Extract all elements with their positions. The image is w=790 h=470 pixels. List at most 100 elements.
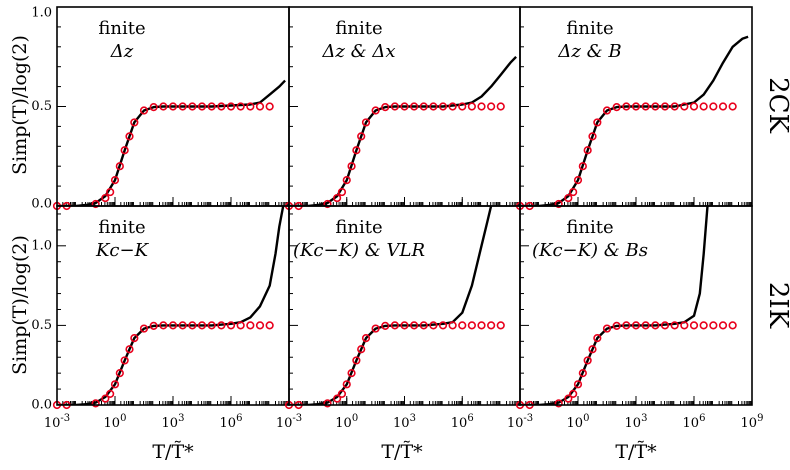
data-point-reference: [197, 102, 207, 111]
data-point-reference: [410, 102, 419, 111]
data-point-reference: [226, 321, 236, 330]
data-point-reference: [564, 394, 573, 403]
panel-annotation-line-2: Δz & Δx: [321, 41, 395, 62]
data-point-reference: [448, 102, 457, 111]
data-point-reference: [265, 321, 274, 330]
data-point-reference: [660, 102, 670, 111]
data-point-reference: [689, 102, 699, 111]
data-point-reference: [361, 334, 371, 343]
data-point-reference: [91, 199, 100, 209]
x-tick-label: 10-3: [507, 413, 533, 431]
data-point-reference: [188, 321, 197, 330]
data-point-reference: [487, 321, 496, 330]
data-point-reference: [588, 345, 597, 354]
ylabel-bottom: Simp(T)/log(2): [9, 235, 31, 375]
panel-annotation-line-1: finite: [335, 18, 382, 39]
data-point-reference: [670, 102, 679, 111]
data-point-reference: [139, 106, 149, 115]
data-point-reference: [602, 106, 612, 115]
data-point-reference: [602, 324, 612, 333]
data-point-reference: [323, 399, 332, 408]
data-point-reference: [660, 321, 670, 330]
panel-annotation-line-1: finite: [98, 18, 145, 39]
data-point-reference: [588, 132, 597, 141]
data-point-reference: [347, 369, 356, 378]
data-point-reference: [381, 321, 390, 330]
data-point-reference: [573, 176, 583, 185]
panel-frame: [519, 205, 753, 406]
data-point-reference: [168, 102, 178, 111]
data-point-reference: [106, 187, 115, 197]
x-tick-label: 103: [162, 413, 185, 431]
xlabel-col-3: T/T̃*: [615, 441, 657, 463]
panel-annotation-line-2: Δz & B: [557, 41, 621, 62]
data-point-reference: [323, 199, 332, 209]
data-point-reference: [130, 334, 139, 343]
data-point-reference: [361, 118, 371, 127]
data-point-reference: [410, 321, 419, 330]
data-point-reference: [101, 193, 110, 203]
data-point-reference: [159, 102, 168, 111]
data-point-reference: [390, 321, 399, 330]
data-point-reference: [718, 102, 728, 111]
data-point-reference: [429, 321, 438, 330]
data-point-reference: [381, 102, 390, 112]
data-point-reference: [357, 132, 366, 141]
data-point-reference: [699, 321, 708, 330]
data-point-reference: [149, 321, 158, 330]
data-point-reference: [651, 321, 660, 330]
data-point-reference: [438, 102, 448, 111]
ylabel-top: Simp(T)/log(2): [9, 35, 31, 175]
data-point-reference: [419, 321, 428, 330]
data-point-reference: [337, 187, 347, 197]
data-point-reference: [265, 102, 274, 111]
data-point-reference: [438, 321, 448, 330]
data-point-reference: [207, 102, 216, 111]
data-point-reference: [670, 321, 679, 330]
x-tick-label: 109: [741, 413, 764, 431]
panel-2ik-2: finite(Kc−K) & VLR 10-3 100 103 106: [276, 205, 521, 431]
data-point-reference: [680, 102, 689, 111]
data-point-reference: [458, 321, 467, 330]
data-point-reference: [352, 356, 361, 365]
y-tick-label: 0.5: [31, 318, 52, 333]
axis-labels-group: Simp(T)/log(2) Simp(T)/log(2) T/T̃* T/T̃…: [9, 35, 790, 463]
series-line-full-model: [57, 206, 285, 405]
data-point-reference: [699, 102, 708, 111]
data-point-reference: [347, 162, 356, 171]
series-line-full-model: [57, 79, 286, 206]
data-point-reference: [342, 380, 351, 389]
panel-frame: [56, 205, 290, 406]
data-point-reference: [564, 193, 573, 203]
data-point-reference: [246, 321, 255, 330]
xlabel-col-2: T/T̃*: [381, 441, 423, 463]
data-point-reference: [333, 193, 342, 203]
data-point-reference: [689, 321, 699, 330]
data-point-reference: [255, 321, 265, 330]
data-point-reference: [467, 102, 476, 111]
panel-annotation-line-2: (Kc−K) & VLR: [293, 240, 425, 261]
data-point-reference: [236, 321, 245, 330]
data-point-reference: [573, 380, 583, 389]
panel-annotation-line-1: finite: [566, 217, 613, 238]
x-tick-label: 10-3: [276, 413, 302, 431]
xlabel-col-1: T/T̃*: [152, 441, 194, 463]
x-tick-label: 103: [393, 413, 416, 431]
data-point-reference: [110, 380, 120, 389]
data-point-reference: [554, 199, 563, 209]
x-tick-label: 106: [451, 413, 474, 431]
y-tick-label: 1.0: [31, 238, 52, 253]
data-point-reference: [333, 394, 342, 403]
row-label-2ck: 2CK: [763, 77, 790, 133]
data-point-reference: [400, 102, 409, 111]
data-point-reference: [467, 321, 476, 330]
data-point-reference: [583, 146, 592, 155]
data-point-reference: [569, 389, 578, 398]
data-point-reference: [110, 176, 120, 185]
y-tick-label: 1.0: [31, 6, 52, 21]
data-point-reference: [612, 321, 621, 330]
